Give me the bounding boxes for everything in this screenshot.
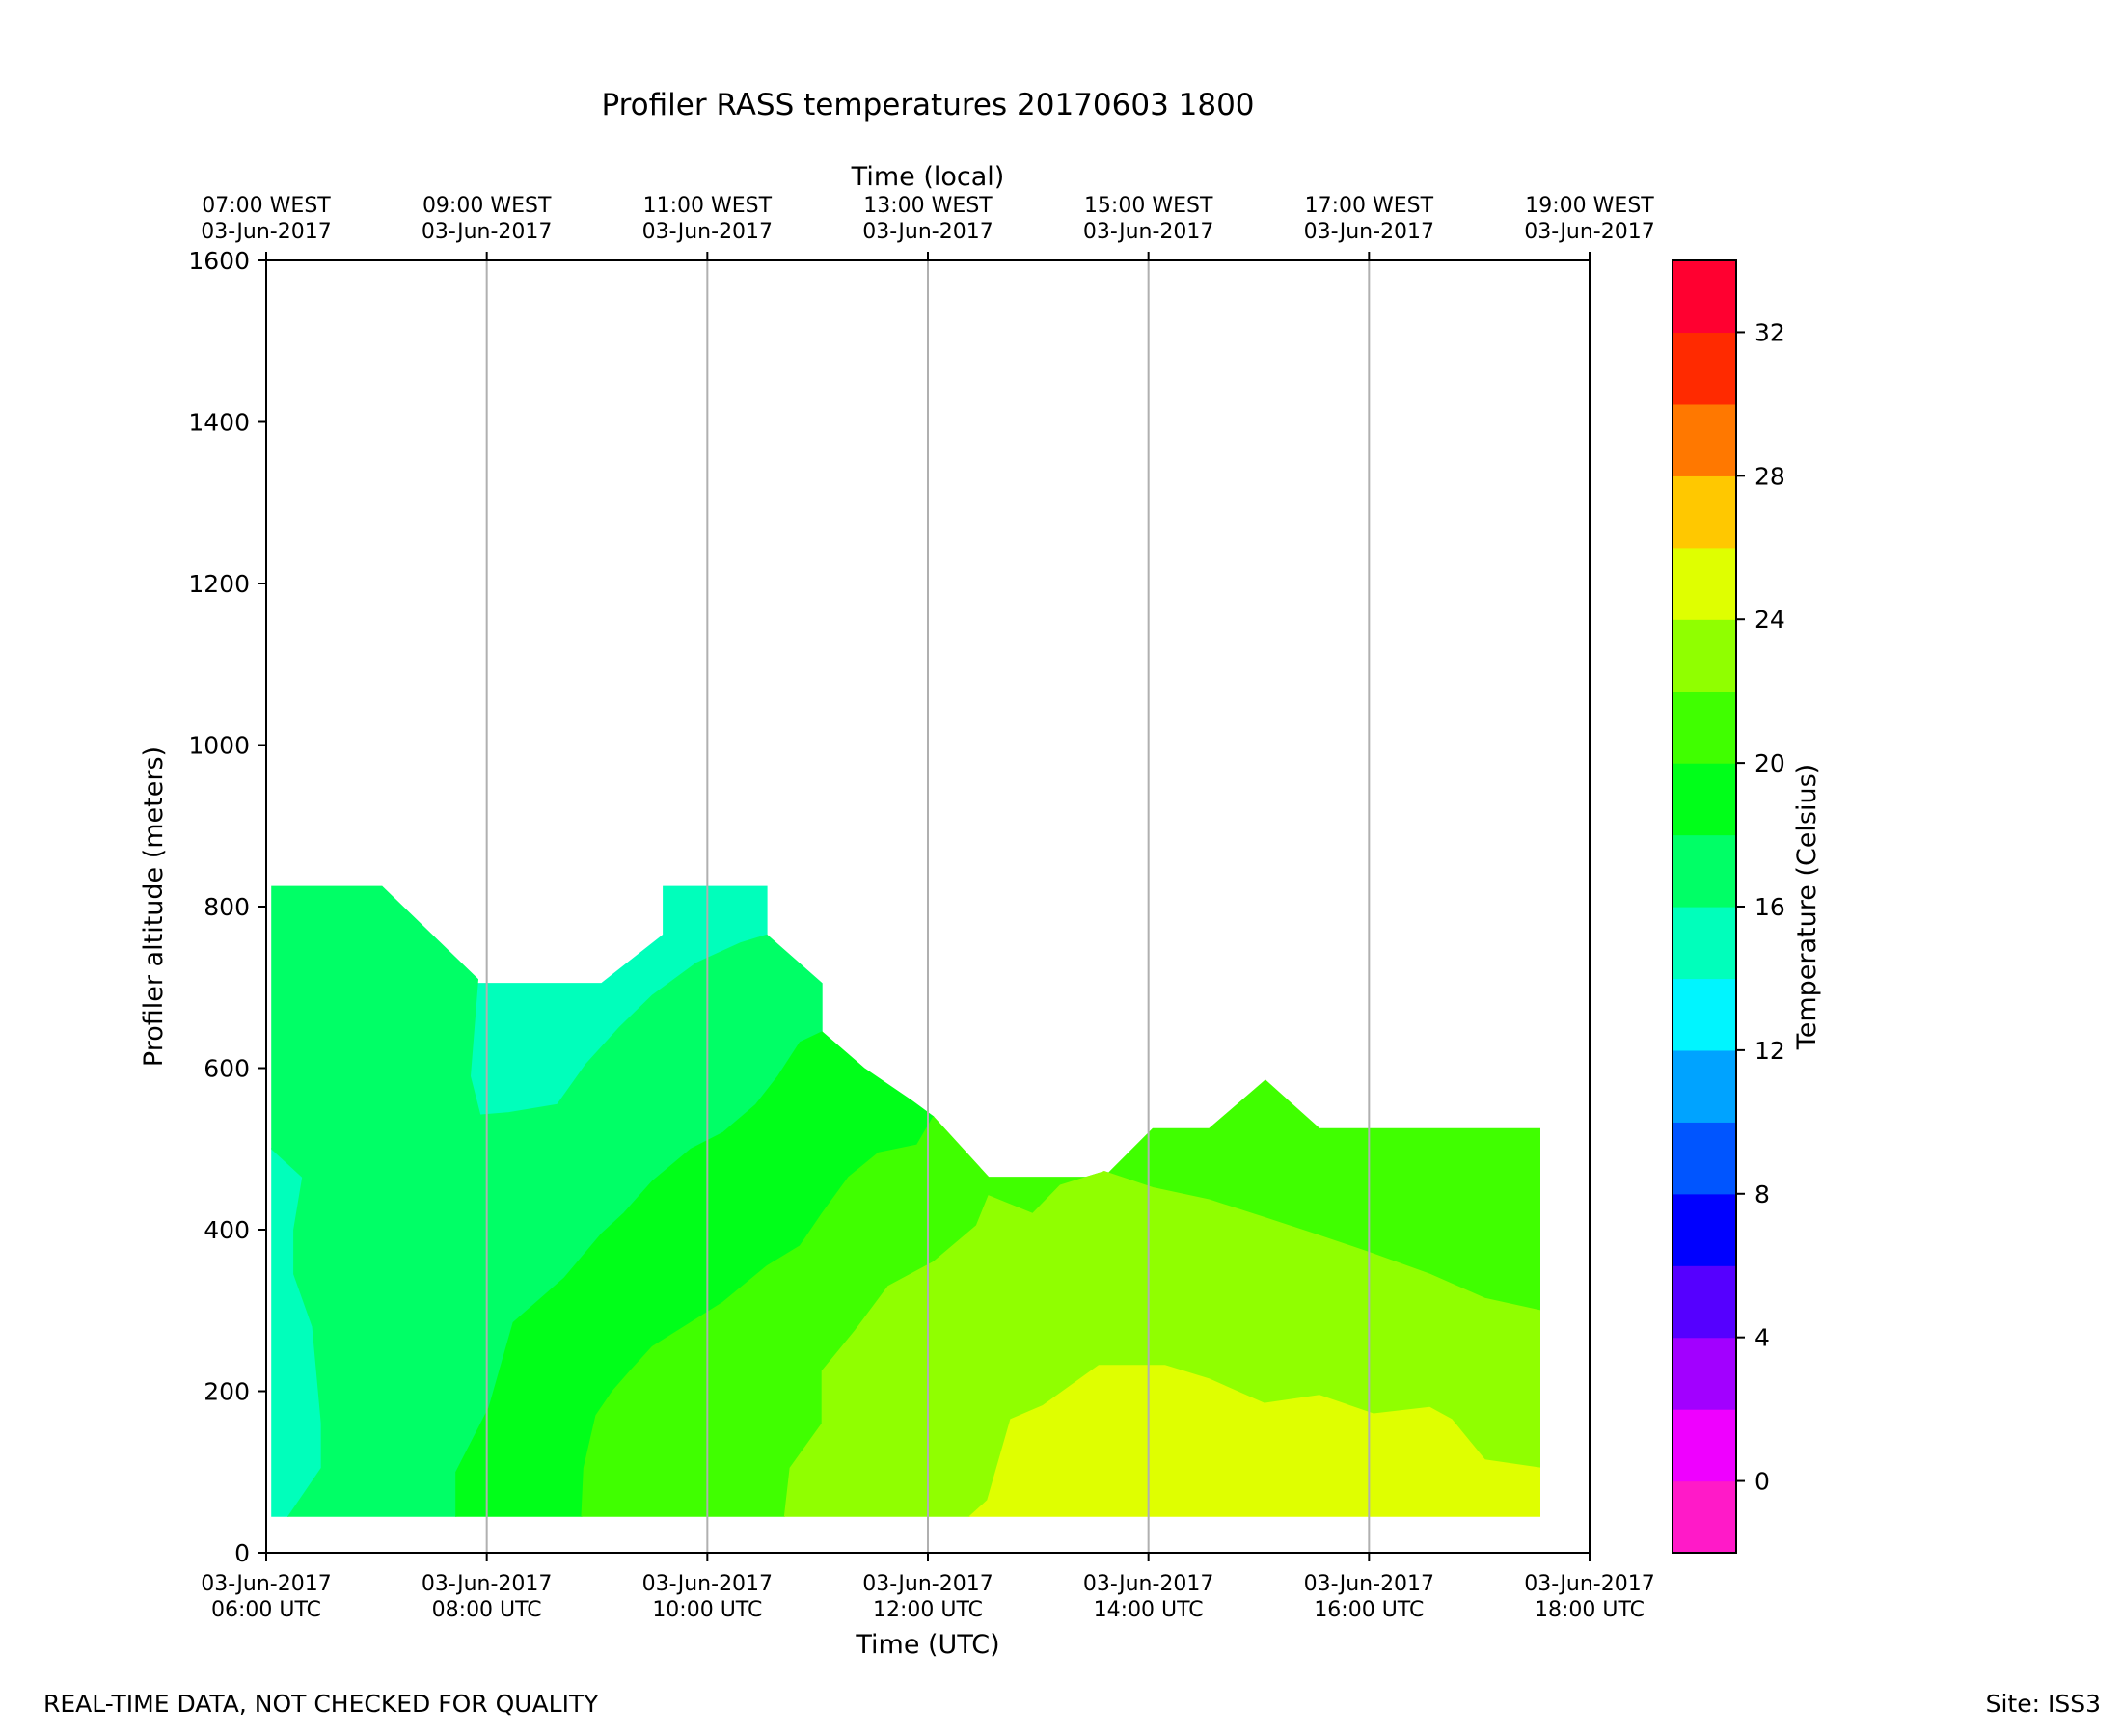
y-tick-label: 1000	[188, 732, 250, 760]
colorbar-segment	[1673, 1122, 1736, 1195]
chart-title: Profiler RASS temperatures 20170603 1800	[601, 88, 1254, 122]
colorbar-segment	[1673, 332, 1736, 405]
y-tick-label: 1200	[188, 570, 250, 598]
y-tick-label: 400	[204, 1216, 250, 1244]
colorbar-segment	[1673, 547, 1736, 620]
colorbar-label: Temperature (Celsius)	[1792, 764, 1822, 1050]
y-tick-label: 1600	[188, 247, 250, 275]
colorbar-segment	[1673, 691, 1736, 764]
x-top-tick-label-date: 03-Jun-2017	[422, 220, 552, 244]
x-tick-label-utc: 12:00 UTC	[873, 1598, 983, 1622]
x-tick-label-utc: 08:00 UTC	[432, 1598, 542, 1622]
colorbar-tick-label: 24	[1755, 606, 1785, 634]
x-axis-label: Time (UTC)	[855, 1630, 999, 1660]
colorbar-segment	[1673, 475, 1736, 549]
colorbar-segment	[1673, 619, 1736, 692]
colorbar-segment	[1673, 1409, 1736, 1482]
colorbar-segment	[1673, 1193, 1736, 1266]
colorbar-segment	[1673, 763, 1736, 836]
y-tick-label: 1400	[188, 409, 250, 437]
y-tick-label: 200	[204, 1378, 250, 1406]
x-top-tick-label-date: 03-Jun-2017	[1083, 220, 1213, 244]
x-tick-label-date: 03-Jun-2017	[1524, 1572, 1654, 1596]
colorbar-tick-label: 12	[1755, 1037, 1785, 1065]
x-tick-label-date: 03-Jun-2017	[1083, 1572, 1213, 1596]
x-tick-label-utc: 16:00 UTC	[1314, 1598, 1424, 1622]
x-top-tick-label-local: 13:00 WEST	[863, 194, 993, 218]
x-top-tick-label-local: 11:00 WEST	[643, 194, 773, 218]
colorbar-segment	[1673, 1480, 1736, 1554]
colorbar-tick-label: 8	[1755, 1180, 1770, 1208]
colorbar-segment	[1673, 260, 1736, 334]
x-tick-label-date: 03-Jun-2017	[422, 1572, 552, 1596]
quality-disclaimer: REAL-TIME DATA, NOT CHECKED FOR QUALITY	[43, 1690, 599, 1718]
y-tick-label: 0	[234, 1539, 250, 1567]
colorbar-segment	[1673, 1049, 1736, 1123]
y-tick-label: 800	[204, 893, 250, 921]
x-axis-top-label: Time (local)	[851, 162, 1005, 192]
y-axis-label: Profiler altitude (meters)	[139, 746, 169, 1067]
x-tick-label-date: 03-Jun-2017	[201, 1572, 331, 1596]
x-tick-label-utc: 10:00 UTC	[652, 1598, 762, 1622]
x-top-tick-label-date: 03-Jun-2017	[1304, 220, 1434, 244]
x-tick-label-utc: 14:00 UTC	[1094, 1598, 1204, 1622]
colorbar-segment	[1673, 907, 1736, 980]
colorbar-tick-label: 16	[1755, 893, 1785, 921]
y-tick-label: 600	[204, 1055, 250, 1083]
x-tick-label-utc: 06:00 UTC	[211, 1598, 321, 1622]
contour-region-24-26	[968, 1365, 1540, 1517]
colorbar-segment	[1673, 1265, 1736, 1339]
colorbar-tick-label: 20	[1755, 749, 1785, 777]
colorbar-segment	[1673, 834, 1736, 908]
colorbar-tick-label: 28	[1755, 462, 1785, 490]
colorbar-segment	[1673, 403, 1736, 476]
x-top-tick-label-local: 19:00 WEST	[1525, 194, 1654, 218]
x-tick-label-date: 03-Jun-2017	[862, 1572, 993, 1596]
colorbar-tick-label: 4	[1755, 1324, 1770, 1352]
colorbar-tick-label: 0	[1755, 1468, 1770, 1496]
x-top-tick-label-local: 17:00 WEST	[1305, 194, 1434, 218]
x-top-tick-label-local: 09:00 WEST	[422, 194, 552, 218]
x-top-tick-label-date: 03-Jun-2017	[201, 220, 331, 244]
x-top-tick-label-date: 03-Jun-2017	[642, 220, 773, 244]
x-top-tick-label-local: 07:00 WEST	[202, 194, 331, 218]
x-tick-label-date: 03-Jun-2017	[642, 1572, 773, 1596]
x-top-tick-label-local: 15:00 WEST	[1084, 194, 1213, 218]
colorbar-segment	[1673, 978, 1736, 1051]
x-tick-label-utc: 18:00 UTC	[1535, 1598, 1645, 1622]
site-label: Site: ISS3	[1985, 1690, 2101, 1718]
colorbar-tick-label: 32	[1755, 318, 1785, 346]
colorbar-segment	[1673, 1337, 1736, 1410]
x-tick-label-date: 03-Jun-2017	[1304, 1572, 1434, 1596]
x-top-tick-label-date: 03-Jun-2017	[862, 220, 993, 244]
x-top-tick-label-date: 03-Jun-2017	[1524, 220, 1654, 244]
